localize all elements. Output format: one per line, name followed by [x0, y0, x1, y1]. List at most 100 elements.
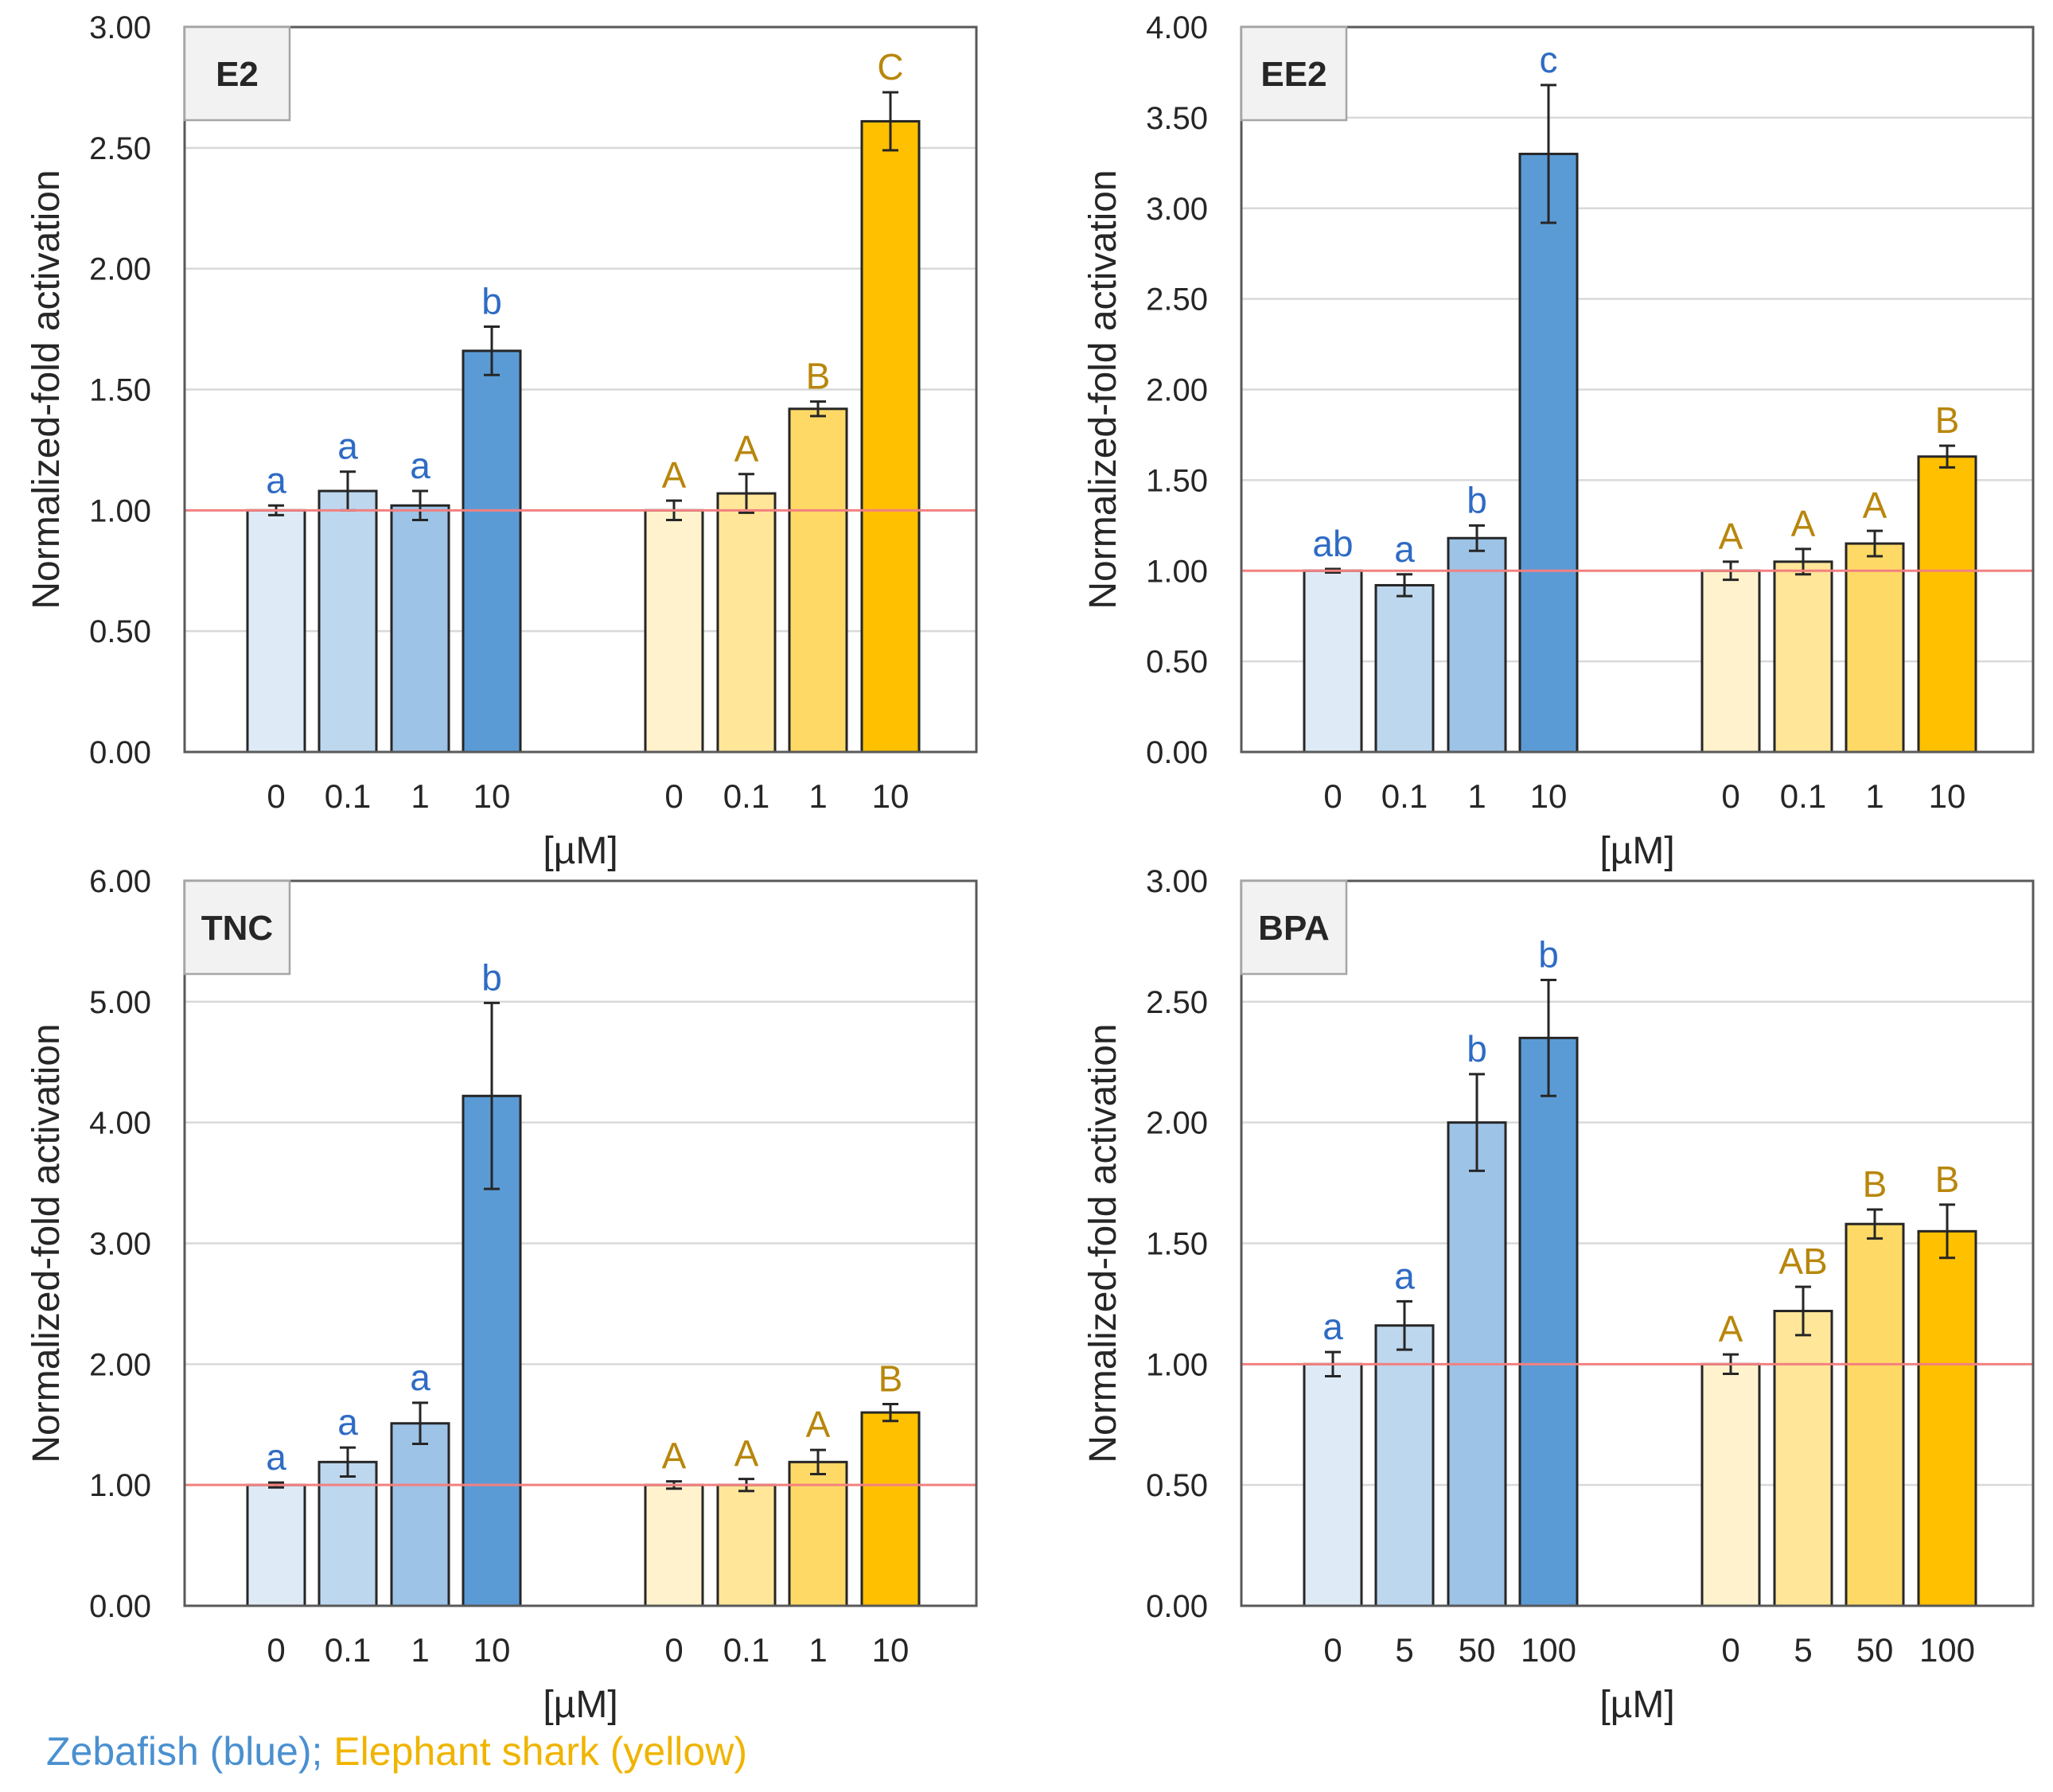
- significance-letter: B: [878, 1358, 903, 1399]
- plot-frame: [183, 25, 978, 754]
- significance-letter: a: [266, 459, 286, 501]
- y-tick-label: 5.00: [89, 985, 151, 1020]
- significance-letter: A: [1719, 516, 1743, 557]
- x-tick-label: 0.1: [1780, 777, 1826, 815]
- significance-letter: c: [1540, 39, 1558, 80]
- bar-blue-0.1: [317, 1460, 378, 1607]
- y-tick-label: 3.50: [1146, 101, 1208, 136]
- significance-letter: C: [877, 46, 903, 88]
- y-tick-label: 0.50: [1146, 645, 1208, 680]
- bar-blue-10: [462, 349, 522, 754]
- bar-yellow-50: [1845, 1222, 1905, 1607]
- x-tick-label: 0: [267, 777, 285, 815]
- bar-yellow-5: [1773, 1310, 1833, 1607]
- y-tick-label: 6.00: [89, 864, 151, 899]
- significance-letter: a: [1323, 1306, 1343, 1347]
- significance-letter: AB: [1778, 1241, 1827, 1282]
- y-tick-label: 1.50: [1146, 463, 1208, 498]
- bar-yellow-1: [1845, 542, 1905, 754]
- y-tick-label: 4.00: [1146, 10, 1208, 45]
- chart-panel-bpa: 0.00 0.50 1.00 1.50 2.00 2.50 3.00 Normalized-f…: [1082, 864, 2035, 1726]
- chart-panel-tnc: 0.00 1.00 2.00 3.00 4.00 5.00 6.00 Normalized-f…: [25, 864, 978, 1726]
- y-tick-label: 3.00: [89, 10, 151, 45]
- x-axis-title: [µM]: [543, 830, 617, 872]
- x-tick-label: 50: [1459, 1631, 1496, 1669]
- significance-letter: b: [1538, 934, 1559, 976]
- x-tick-label: 0.1: [325, 1631, 371, 1669]
- x-tick-label: 5: [1794, 1631, 1812, 1669]
- bar-blue-1: [390, 504, 450, 754]
- x-tick-label: 1: [1865, 777, 1884, 815]
- bar-blue-1: [390, 1422, 450, 1607]
- significance-letter: a: [410, 1357, 430, 1398]
- x-tick-label: 10: [872, 777, 910, 815]
- significance-letter: ab: [1312, 523, 1353, 564]
- y-tick-label: 3.00: [1146, 192, 1208, 227]
- x-axis-title: [µM]: [1599, 830, 1674, 872]
- x-tick-label: 10: [473, 777, 511, 815]
- significance-letter: b: [1467, 479, 1487, 520]
- y-tick-label: 1.00: [89, 493, 151, 528]
- significance-letter: A: [1863, 485, 1887, 526]
- y-tick-label: 1.50: [1146, 1227, 1208, 1262]
- bar-yellow-10: [860, 119, 921, 754]
- y-tick-label: 4.00: [89, 1106, 151, 1141]
- x-tick-label: 100: [1521, 1631, 1576, 1669]
- bar-blue-0.1: [1374, 583, 1435, 754]
- bar-blue-0: [246, 508, 306, 754]
- y-tick-label: 3.00: [89, 1227, 151, 1262]
- bar-yellow-0.1: [716, 1483, 777, 1607]
- significance-letter: A: [1791, 503, 1816, 544]
- legend-caption: Zebafish (blue); Elephant shark (yellow): [46, 1728, 747, 1774]
- bar-blue-0: [1303, 1362, 1363, 1607]
- significance-letter: B: [1935, 399, 1960, 441]
- bar-blue-0: [1303, 569, 1363, 754]
- x-tick-label: 50: [1856, 1631, 1894, 1669]
- x-tick-label: 1: [411, 777, 429, 815]
- significance-letter: B: [1935, 1159, 1960, 1200]
- y-tick-label: 1.00: [89, 1468, 151, 1503]
- y-tick-label: 2.00: [1146, 1106, 1208, 1141]
- bar-yellow-0.1: [716, 492, 777, 754]
- plot-frame: [1240, 25, 2035, 754]
- x-tick-label: 1: [1467, 777, 1486, 815]
- bar-blue-0.1: [317, 489, 378, 754]
- significance-letter: A: [662, 1436, 687, 1477]
- panel-title: TNC: [201, 909, 273, 948]
- y-axis-title: Normalized-fold activation: [1082, 169, 1124, 609]
- y-tick-label: 2.00: [1146, 373, 1208, 408]
- x-tick-label: 0: [1323, 777, 1342, 815]
- x-tick-label: 1: [808, 1631, 827, 1669]
- bar-yellow-0: [644, 508, 704, 754]
- legend-zebrafish: Zebafish (blue): [46, 1729, 312, 1774]
- bar-yellow-0: [1700, 1362, 1761, 1607]
- x-tick-label: 0: [267, 1631, 285, 1669]
- significance-letter: a: [1394, 1255, 1415, 1296]
- panel-title: E2: [216, 55, 259, 94]
- x-tick-label: 0.1: [723, 1631, 769, 1669]
- x-tick-label: 0: [1721, 1631, 1739, 1669]
- bar-yellow-0: [644, 1483, 704, 1607]
- bar-blue-100: [1518, 1036, 1579, 1607]
- bar-yellow-0.1: [1773, 560, 1833, 754]
- y-tick-label: 3.00: [1146, 864, 1208, 899]
- plot-frame: [1240, 879, 2035, 1607]
- y-tick-label: 2.50: [89, 131, 151, 166]
- legend-shark: Elephant shark (yellow): [333, 1729, 747, 1774]
- y-tick-label: 0.00: [1146, 735, 1208, 770]
- significance-letter: A: [1719, 1308, 1743, 1350]
- y-tick-label: 2.50: [1146, 282, 1208, 317]
- significance-letter: b: [481, 956, 502, 998]
- significance-letter: a: [1394, 528, 1415, 570]
- plot-frame: [183, 879, 978, 1607]
- x-tick-label: 0.1: [723, 777, 769, 815]
- x-tick-label: 0: [1323, 1631, 1342, 1669]
- x-tick-label: 0.1: [325, 777, 371, 815]
- panel-title: BPA: [1258, 909, 1330, 948]
- x-tick-label: 10: [1929, 777, 1966, 815]
- significance-letter: a: [266, 1436, 286, 1478]
- bar-yellow-0: [1700, 569, 1761, 754]
- x-tick-label: 1: [411, 1631, 429, 1669]
- x-tick-label: 5: [1395, 1631, 1413, 1669]
